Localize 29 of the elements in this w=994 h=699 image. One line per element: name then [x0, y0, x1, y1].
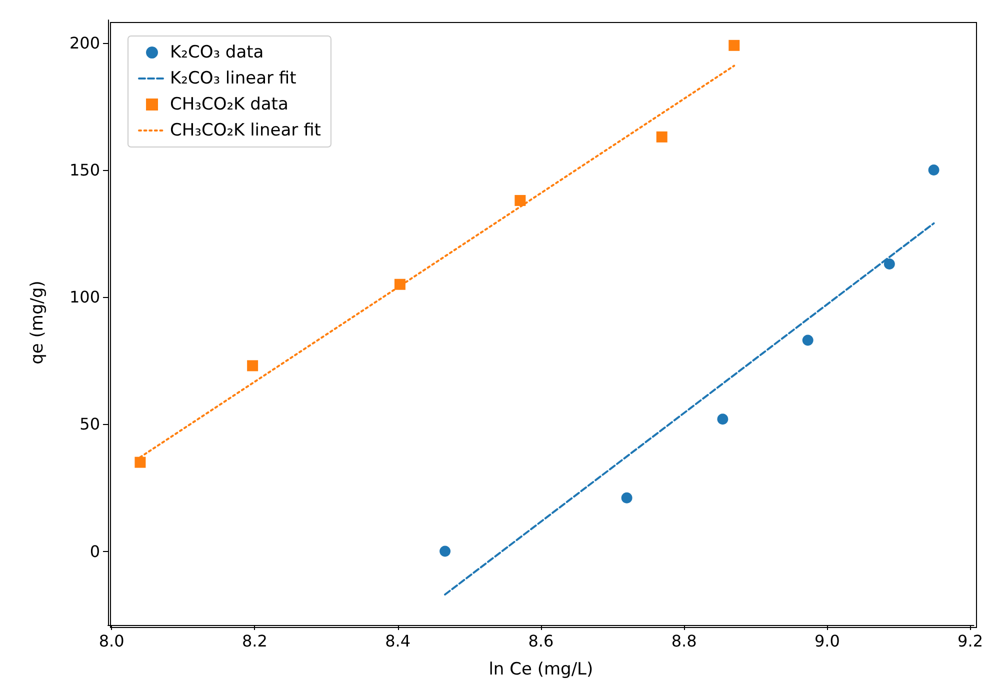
x-tick-label: 9.2 [958, 632, 984, 650]
point [621, 492, 632, 504]
x-axis-title: ln Ce (mg/L) [488, 660, 594, 680]
point [728, 40, 740, 51]
point [802, 334, 814, 346]
x-tick-label: 8.4 [385, 632, 411, 650]
point [717, 414, 728, 425]
x-tick-label: 8.8 [671, 632, 697, 650]
legend-label: CH₃CO₂K data [170, 94, 288, 114]
point [656, 131, 668, 142]
y-tick-label: 200 [69, 33, 100, 52]
legend-label: CH₃CO₂K linear fit [170, 120, 322, 140]
y-tick-label: 0 [90, 542, 100, 561]
x-tick-label: 9.0 [814, 632, 840, 650]
y-tick-label: 100 [69, 288, 100, 307]
legend-label: K₂CO₃ data [170, 42, 264, 62]
x-tick-label: 8.6 [528, 632, 554, 650]
x-tick-label: 8.2 [242, 632, 268, 650]
y-axis-title: qe (mg/g) [28, 280, 48, 364]
point [134, 456, 146, 468]
point [928, 164, 940, 176]
y-tick-label: 150 [69, 160, 100, 180]
point [247, 360, 258, 372]
legend-label: K₂CO₃ linear fit [170, 68, 297, 88]
x-tick-label: 8.0 [98, 632, 124, 650]
point [514, 194, 526, 206]
point [884, 258, 895, 270]
y-tick-label: 50 [80, 414, 100, 434]
point [440, 546, 451, 557]
